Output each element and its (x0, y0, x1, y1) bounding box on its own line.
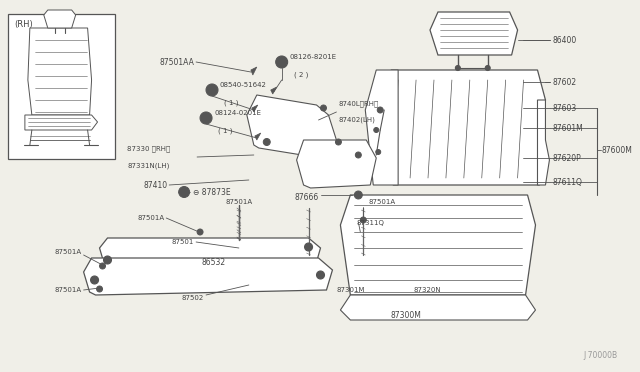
Text: 87501: 87501 (172, 239, 194, 245)
Text: 87331N(LH): 87331N(LH) (127, 162, 170, 169)
Circle shape (360, 217, 366, 223)
Polygon shape (340, 195, 536, 295)
Text: 87666: 87666 (294, 192, 319, 202)
Text: 87502: 87502 (182, 295, 204, 301)
Circle shape (321, 105, 326, 111)
Polygon shape (28, 28, 92, 115)
Polygon shape (44, 10, 76, 28)
Circle shape (374, 128, 379, 132)
Circle shape (276, 56, 287, 68)
Text: 87301M: 87301M (337, 287, 365, 293)
Text: 87300M: 87300M (390, 311, 422, 320)
Circle shape (100, 263, 106, 269)
Circle shape (485, 65, 490, 71)
Circle shape (456, 65, 460, 71)
Text: B: B (279, 60, 284, 64)
Polygon shape (296, 140, 376, 188)
Circle shape (317, 271, 324, 279)
Text: B: B (204, 115, 209, 121)
Text: 87602: 87602 (552, 77, 577, 87)
Text: 87311Q: 87311Q (356, 220, 384, 226)
Circle shape (335, 139, 341, 145)
Text: J 70000B: J 70000B (583, 351, 617, 360)
Text: 87501A: 87501A (368, 199, 396, 205)
Text: ( 1 ): ( 1 ) (224, 99, 239, 106)
Text: 87501A: 87501A (225, 199, 252, 205)
Circle shape (179, 186, 189, 198)
Text: 86400: 86400 (552, 35, 577, 45)
Text: 08126-8201E: 08126-8201E (290, 54, 337, 60)
Text: 08124-0201E: 08124-0201E (214, 110, 261, 116)
Text: 08540-51642: 08540-51642 (220, 82, 267, 88)
Polygon shape (538, 100, 549, 185)
Text: (RH): (RH) (14, 19, 33, 29)
Polygon shape (271, 87, 276, 94)
Polygon shape (247, 95, 337, 158)
Text: 87601M: 87601M (552, 124, 583, 132)
Polygon shape (25, 115, 97, 130)
Polygon shape (251, 67, 257, 75)
Text: ( 2 ): ( 2 ) (294, 71, 308, 77)
Circle shape (206, 84, 218, 96)
Text: 87501A: 87501A (54, 287, 82, 293)
Text: 87620P: 87620P (552, 154, 581, 163)
Text: 87410: 87410 (143, 180, 167, 189)
Text: 87603: 87603 (552, 103, 577, 112)
Text: 8740L〈RH〉: 8740L〈RH〉 (339, 100, 379, 107)
Polygon shape (383, 70, 545, 185)
Text: 87611Q: 87611Q (552, 177, 582, 186)
Text: 87501A: 87501A (54, 249, 82, 255)
Text: 87501AA: 87501AA (159, 58, 194, 67)
Polygon shape (365, 70, 398, 185)
Text: 87501A: 87501A (137, 215, 164, 221)
Bar (8, 14, 115, 159)
Circle shape (305, 243, 312, 251)
Circle shape (197, 229, 203, 235)
Polygon shape (255, 133, 260, 140)
Circle shape (91, 276, 99, 284)
Polygon shape (84, 258, 332, 295)
Text: 87402(LH): 87402(LH) (339, 116, 375, 122)
Text: S: S (210, 87, 214, 93)
Circle shape (355, 191, 362, 199)
Circle shape (200, 112, 212, 124)
Text: ⊖ 87873E: ⊖ 87873E (193, 187, 231, 196)
Text: 87320N: 87320N (413, 287, 441, 293)
Circle shape (377, 107, 383, 113)
Polygon shape (430, 12, 518, 55)
Text: 86532: 86532 (202, 258, 226, 267)
Text: 87330 〈RH〉: 87330 〈RH〉 (127, 145, 171, 152)
Circle shape (97, 286, 102, 292)
Circle shape (263, 138, 270, 145)
Circle shape (376, 150, 381, 154)
Circle shape (355, 152, 362, 158)
Text: 87600M: 87600M (601, 145, 632, 154)
Polygon shape (340, 295, 536, 320)
Text: ( 1 ): ( 1 ) (218, 127, 232, 134)
Polygon shape (252, 105, 258, 112)
Circle shape (104, 256, 111, 264)
Polygon shape (100, 238, 321, 265)
